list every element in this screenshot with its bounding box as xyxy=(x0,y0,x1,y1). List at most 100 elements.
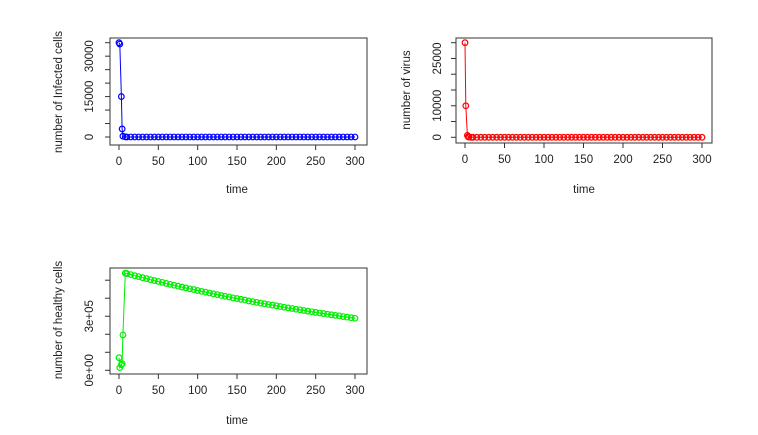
data-point xyxy=(501,133,508,141)
data-point xyxy=(174,282,182,290)
healthy-cells-panel: time number of healthy cells 0 50 100 150 20… xyxy=(53,261,368,427)
data-point xyxy=(639,133,647,141)
data-point xyxy=(544,133,552,141)
data-point xyxy=(118,125,126,133)
data-point xyxy=(253,298,261,306)
data-point xyxy=(276,133,284,141)
x-tick-label: 150 xyxy=(227,156,246,168)
data-point xyxy=(493,133,501,141)
data-point xyxy=(241,296,249,304)
data-point xyxy=(166,280,174,288)
data-point xyxy=(461,39,469,47)
x-tick-label: 200 xyxy=(613,154,632,166)
data-point xyxy=(536,133,544,141)
y-tick-label: 10000 xyxy=(432,90,444,122)
data-point xyxy=(198,287,206,295)
data-point xyxy=(186,133,194,141)
series-line xyxy=(118,272,356,370)
x-tick-label: 150 xyxy=(227,385,246,397)
x-axis-title: time xyxy=(226,184,248,196)
data-point xyxy=(520,133,528,141)
data-point xyxy=(564,133,572,141)
data-point xyxy=(233,133,241,141)
x-tick-label: 200 xyxy=(267,385,286,397)
data-point xyxy=(509,133,516,141)
data-point xyxy=(300,307,308,314)
data-point xyxy=(225,293,233,301)
data-point xyxy=(328,133,335,141)
data-point xyxy=(631,133,639,141)
data-point xyxy=(245,297,253,305)
data-point xyxy=(209,133,217,141)
data-point xyxy=(249,298,257,306)
data-point xyxy=(174,133,182,141)
data-point xyxy=(245,133,253,141)
data-point xyxy=(147,276,154,284)
data-point xyxy=(308,133,316,141)
y-axis-title: number of virus xyxy=(401,50,413,130)
x-tick-label: 0 xyxy=(116,156,122,168)
data-point xyxy=(335,133,343,141)
data-point xyxy=(261,133,268,141)
data-point xyxy=(698,133,706,141)
data-point xyxy=(284,304,292,312)
data-point xyxy=(162,133,170,141)
data-point xyxy=(265,301,272,308)
data-point xyxy=(560,133,568,141)
data-point xyxy=(170,133,178,141)
data-point xyxy=(206,289,213,297)
virus-panel: time number of virus 0 50 100 150 200 250 300 0… xyxy=(401,37,713,196)
x-tick-label: 50 xyxy=(152,385,165,397)
data-point xyxy=(127,133,135,141)
data-point xyxy=(584,133,591,141)
data-point xyxy=(221,292,229,300)
y-tick-label: 0e+00 xyxy=(84,354,96,386)
data-point xyxy=(331,311,339,319)
data-point xyxy=(233,295,241,302)
data-point xyxy=(528,133,536,141)
data-point xyxy=(131,133,139,141)
data-point xyxy=(221,133,229,141)
data-point xyxy=(615,133,623,141)
data-point xyxy=(119,331,127,339)
data-point xyxy=(580,133,587,141)
data-point xyxy=(265,133,272,141)
data-point xyxy=(686,133,694,141)
data-point xyxy=(229,294,237,302)
data-point xyxy=(276,303,284,310)
data-point xyxy=(170,281,178,289)
data-point xyxy=(595,133,603,141)
data-point xyxy=(339,313,347,321)
x-tick-label: 300 xyxy=(345,156,364,168)
x-axis-title: time xyxy=(226,415,248,427)
y-tick-label: 0 xyxy=(432,134,444,140)
data-point xyxy=(213,291,221,299)
data-point xyxy=(588,133,595,141)
data-point xyxy=(670,133,678,141)
data-point xyxy=(678,133,686,141)
x-tick-label: 0 xyxy=(462,154,468,166)
data-point xyxy=(308,308,316,316)
data-point xyxy=(135,273,143,281)
data-point xyxy=(655,133,662,141)
x-tick-label: 250 xyxy=(306,385,325,397)
data-point xyxy=(135,133,143,141)
data-point xyxy=(304,307,312,315)
data-point xyxy=(473,133,481,141)
data-point xyxy=(312,133,320,141)
data-point xyxy=(186,285,194,293)
data-point xyxy=(548,133,556,141)
data-point xyxy=(178,283,186,291)
data-point xyxy=(116,40,124,48)
data-point xyxy=(162,280,170,287)
data-point xyxy=(635,133,643,141)
data-point xyxy=(182,133,190,141)
x-tick-label: 100 xyxy=(188,156,207,168)
y-axis-title: number of Infected cells xyxy=(53,31,65,153)
data-point xyxy=(572,133,579,141)
y-axis-title: number of healthy cells xyxy=(53,261,65,380)
data-point xyxy=(209,290,217,298)
data-point xyxy=(623,133,631,141)
data-point xyxy=(540,133,548,141)
